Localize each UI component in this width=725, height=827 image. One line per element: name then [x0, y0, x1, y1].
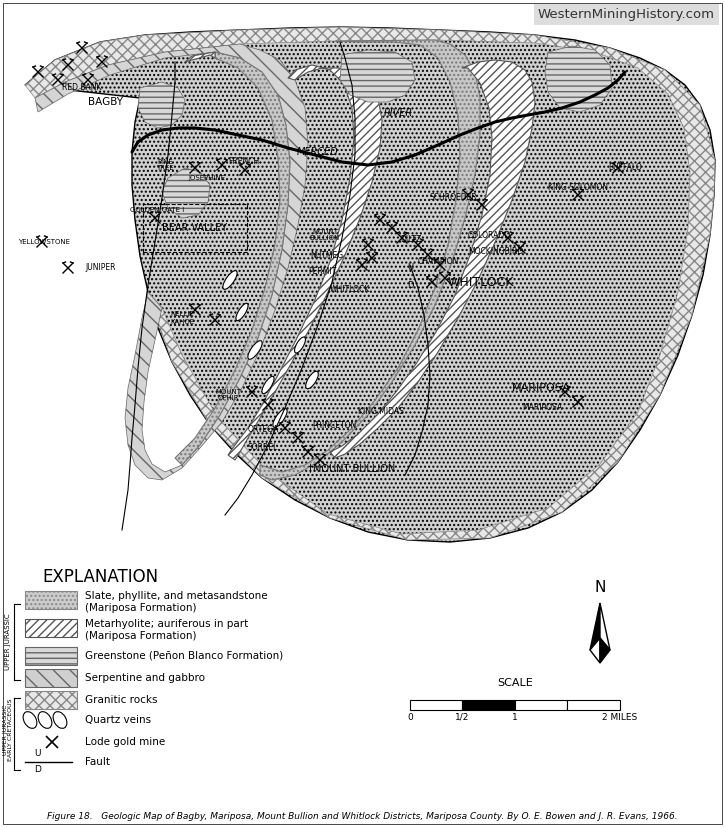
Bar [25, 691, 77, 709]
Polygon shape [175, 52, 290, 465]
Text: WHITLOCK: WHITLOCK [330, 285, 370, 294]
Text: GOLDEN GATE I: GOLDEN GATE I [130, 207, 184, 213]
Text: MOCKINGBIRD: MOCKINGBIRD [468, 247, 523, 256]
Bar [463, 700, 515, 710]
Text: RIVER: RIVER [384, 108, 413, 118]
Bar [25, 669, 77, 687]
Bar [515, 700, 568, 710]
Text: EXPLANATION: EXPLANATION [42, 568, 158, 586]
Polygon shape [590, 638, 600, 663]
Text: SORREL: SORREL [248, 443, 278, 452]
Text: D: D [407, 280, 413, 289]
Text: Serpentine and gabbro: Serpentine and gabbro [85, 673, 205, 683]
Text: BAGBY: BAGBY [88, 97, 123, 107]
Text: COLORADO: COLORADO [468, 231, 511, 240]
Bar [25, 591, 77, 609]
Polygon shape [25, 27, 715, 542]
Text: RED BANK: RED BANK [62, 84, 102, 93]
Text: DILTZ: DILTZ [400, 236, 421, 245]
Text: NUTMEG: NUTMEG [310, 251, 343, 260]
Bar [568, 700, 620, 710]
Polygon shape [545, 46, 612, 112]
Polygon shape [35, 44, 308, 480]
Ellipse shape [273, 409, 287, 428]
Text: U: U [407, 264, 413, 273]
Text: 0: 0 [407, 713, 413, 722]
Polygon shape [330, 60, 535, 458]
Text: (Mariposa Formation): (Mariposa Formation) [85, 603, 196, 613]
Ellipse shape [294, 337, 305, 353]
Text: †MOUNT BULLION: †MOUNT BULLION [308, 463, 396, 473]
Text: PINE
TREE: PINE TREE [156, 159, 174, 171]
Text: KING SOLOMON: KING SOLOMON [548, 184, 608, 193]
Text: KING MIDAS: KING MIDAS [358, 408, 404, 417]
Polygon shape [162, 168, 210, 218]
Ellipse shape [248, 341, 262, 359]
Text: Figure 18.   Geologic Map of Bagby, Mariposa, Mount Bullion and Whitlock Distric: Figure 18. Geologic Map of Bagby, Maripo… [46, 812, 677, 821]
Text: Metarhyolite; auriferous in part: Metarhyolite; auriferous in part [85, 619, 248, 629]
Ellipse shape [23, 712, 37, 729]
Text: BUFFALO: BUFFALO [608, 164, 642, 173]
Text: MERCED: MERCED [297, 147, 339, 157]
Text: WesternMiningHistory.com: WesternMiningHistory.com [538, 8, 715, 21]
Text: UPPER JURASSIC: UPPER JURASSIC [5, 614, 11, 671]
Text: Greenstone (Peñon Blanco Formation): Greenstone (Peñon Blanco Formation) [85, 651, 283, 661]
Text: Lode gold mine: Lode gold mine [85, 737, 165, 747]
Ellipse shape [306, 371, 318, 389]
Text: Quartz veins: Quartz veins [85, 715, 151, 725]
Text: MOUNT
BULLION: MOUNT BULLION [310, 228, 340, 241]
Polygon shape [260, 40, 480, 480]
Polygon shape [340, 50, 415, 102]
Text: BEAR VALLEY: BEAR VALLEY [162, 223, 228, 233]
Text: Slate, phyllite, and metasandstone: Slate, phyllite, and metasandstone [85, 591, 268, 601]
Text: PRINCETON: PRINCETON [312, 420, 356, 429]
Bar [25, 619, 77, 637]
Text: PERMIT: PERMIT [308, 267, 336, 276]
Polygon shape [25, 27, 715, 540]
Text: JOSEPHINE: JOSEPHINE [188, 175, 225, 181]
Text: FRENCH: FRENCH [228, 157, 260, 166]
Text: JUNIPER: JUNIPER [85, 264, 115, 273]
Text: MARIPOSA: MARIPOSA [512, 383, 571, 393]
Polygon shape [600, 603, 610, 650]
Text: UPPER JURASSIC
EARLY CRETACEOUS: UPPER JURASSIC EARLY CRETACEOUS [3, 699, 13, 761]
Polygon shape [185, 52, 215, 62]
Ellipse shape [223, 270, 237, 289]
Text: Granitic rocks: Granitic rocks [85, 695, 157, 705]
Text: WHITLOCK: WHITLOCK [448, 275, 514, 289]
Polygon shape [600, 638, 610, 663]
Text: MARIPOSA: MARIPOSA [522, 404, 562, 413]
Text: ORTEGA: ORTEGA [248, 426, 279, 434]
Text: 1: 1 [512, 713, 518, 722]
Text: D: D [35, 766, 41, 775]
Text: SCALE: SCALE [497, 678, 533, 688]
Text: MOUNT
OPHIR: MOUNT OPHIR [215, 389, 241, 401]
Polygon shape [590, 603, 600, 650]
Text: U: U [35, 749, 41, 758]
Bar [410, 700, 463, 710]
Text: 2 MILES: 2 MILES [602, 713, 637, 722]
Ellipse shape [53, 712, 67, 729]
Polygon shape [138, 82, 185, 128]
Text: SCHROEDER: SCHROEDER [430, 194, 478, 203]
Text: YELLOWSTONE: YELLOWSTONE [18, 239, 70, 245]
Ellipse shape [236, 304, 248, 321]
Text: CHAMPION: CHAMPION [418, 257, 460, 266]
Text: Fault: Fault [85, 757, 110, 767]
Text: (Mariposa Formation): (Mariposa Formation) [85, 631, 196, 641]
Ellipse shape [262, 376, 274, 394]
Bar [25, 647, 77, 665]
Text: 1/2: 1/2 [455, 713, 470, 722]
Ellipse shape [38, 712, 52, 729]
Polygon shape [228, 65, 382, 460]
Text: N: N [594, 580, 605, 595]
Text: NELLIE
KAHOE: NELLIE KAHOE [170, 312, 194, 324]
